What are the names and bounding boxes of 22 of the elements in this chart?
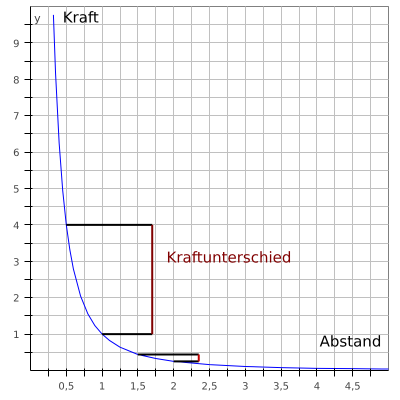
y-tick-label: 1	[13, 330, 20, 342]
x-tick-label: 1	[98, 382, 106, 392]
y-tick-label: 6	[13, 148, 20, 160]
annotation: Kraft	[62, 8, 99, 26]
y-tick-label: 2	[13, 294, 20, 305]
x-tick-label: 2	[170, 382, 177, 392]
x-tick-label: 4	[314, 382, 320, 392]
y-tick-label: 7	[13, 112, 20, 123]
x-tick-label: 4,5	[344, 382, 361, 392]
annotation: Kraftunterschied	[166, 248, 292, 267]
y-tick-label: 8	[13, 75, 20, 86]
x-tick-label: 3,5	[273, 382, 290, 392]
x-tick-label: 1,5	[130, 382, 146, 392]
x-tick-label: 2,5	[202, 382, 218, 392]
y-tick-label: 4	[13, 220, 20, 232]
y-tick-label: 3	[13, 257, 20, 268]
x-tick-label: 3	[242, 382, 248, 392]
y-tick-label: 9	[13, 38, 20, 50]
y-tick-label: 5	[13, 184, 20, 196]
x-axis-title: Abstand	[320, 332, 382, 350]
y-axis-title: y	[34, 12, 42, 25]
x-tick-label: 0,5	[58, 382, 74, 392]
